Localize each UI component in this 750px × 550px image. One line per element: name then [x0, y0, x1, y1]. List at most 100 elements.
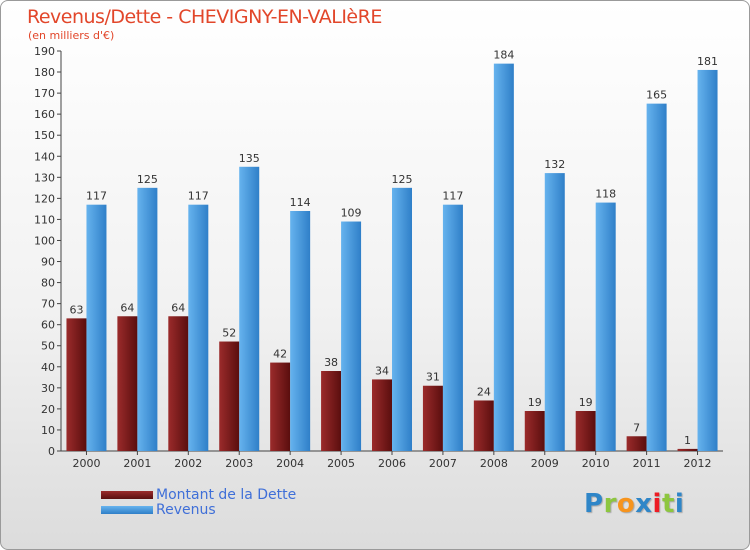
bar-revenus: [239, 166, 260, 451]
bar-dette: [372, 379, 392, 451]
y-tick-label: 10: [41, 424, 55, 437]
bar-revenus: [544, 173, 565, 451]
logo-letter: i: [674, 489, 685, 519]
data-label-revenus: 114: [290, 196, 311, 209]
data-label-dette: 63: [69, 303, 83, 316]
data-label-revenus: 125: [137, 173, 158, 186]
logo-letter: o: [616, 489, 636, 519]
logo-letter: P: [584, 489, 604, 519]
x-tick-label: 2012: [684, 457, 712, 470]
y-tick-label: 80: [41, 277, 55, 290]
data-label-dette: 1: [684, 434, 691, 447]
bar-revenus: [595, 202, 616, 451]
data-label-dette: 7: [633, 421, 640, 434]
logo-letter: i: [652, 489, 662, 519]
y-tick-label: 70: [41, 298, 55, 311]
x-tick-label: 2001: [123, 457, 151, 470]
y-tick-label: 160: [34, 108, 55, 121]
legend-label-dette: Montant de la Dette: [156, 486, 297, 503]
data-label-dette: 24: [477, 385, 491, 398]
legend-item-revenus: Revenus: [101, 501, 296, 518]
data-label-revenus: 165: [646, 89, 667, 102]
data-label-dette: 42: [273, 348, 287, 361]
legend-label-revenus: Revenus: [156, 501, 216, 518]
bar-dette: [117, 316, 138, 451]
bar-dette: [66, 318, 87, 451]
y-tick-label: 130: [34, 171, 55, 184]
y-tick-label: 50: [41, 340, 55, 353]
y-tick-label: 190: [34, 45, 55, 58]
y-tick-label: 30: [41, 382, 55, 395]
bar-revenus: [188, 204, 209, 451]
logo-letter: r: [603, 489, 617, 519]
bar-dette: [677, 448, 698, 451]
data-label-dette: 19: [579, 396, 593, 409]
data-label-revenus: 117: [442, 190, 463, 203]
legend-swatch-revenus: [101, 505, 153, 514]
chart-title: Revenus/Dette - CHEVIGNY-EN-VALIèRE: [27, 6, 382, 28]
legend-swatch-dette: [101, 490, 153, 499]
x-tick-label: 2009: [531, 457, 559, 470]
bar-revenus: [493, 63, 514, 451]
y-tick-label: 60: [41, 319, 55, 332]
bar-revenus: [86, 204, 107, 451]
data-label-dette: 52: [222, 327, 236, 340]
data-label-revenus: 132: [544, 158, 565, 171]
y-tick-label: 100: [34, 234, 55, 247]
y-tick-label: 170: [34, 87, 55, 100]
y-tick-label: 180: [34, 66, 55, 79]
x-tick-label: 2003: [225, 457, 253, 470]
logo-letter: x: [635, 489, 653, 519]
bar-revenus: [341, 221, 362, 451]
y-tick-label: 150: [34, 129, 55, 142]
data-label-revenus: 118: [595, 188, 616, 201]
data-label-dette: 64: [120, 301, 134, 314]
x-tick-label: 2006: [378, 457, 406, 470]
y-tick-label: 0: [48, 445, 55, 458]
bar-revenus: [697, 69, 718, 452]
x-tick-label: 2010: [582, 457, 610, 470]
x-tick-label: 2005: [327, 457, 355, 470]
bar-dette: [575, 411, 596, 451]
y-tick-label: 90: [41, 256, 55, 269]
logo-letter: t: [661, 489, 675, 519]
x-tick-label: 2004: [276, 457, 304, 470]
bar-dette: [626, 436, 647, 451]
y-tick-label: 140: [34, 150, 55, 163]
data-label-revenus: 109: [341, 207, 362, 220]
data-label-dette: 34: [375, 364, 389, 377]
bar-dette: [219, 341, 240, 451]
legend-item-dette: Montant de la Dette: [101, 486, 297, 503]
data-label-dette: 64: [171, 301, 185, 314]
data-label-dette: 38: [324, 356, 338, 369]
bar-dette: [168, 316, 189, 451]
x-tick-label: 2011: [633, 457, 661, 470]
proxiti-logo: Proxiti: [584, 489, 684, 519]
bar-revenus: [646, 103, 667, 451]
x-tick-label: 2000: [72, 457, 100, 470]
bar-revenus: [137, 187, 158, 451]
bar-revenus: [442, 204, 463, 451]
data-label-revenus: 117: [86, 190, 107, 203]
data-label-revenus: 125: [392, 173, 413, 186]
data-label-dette: 31: [426, 371, 440, 384]
bar-dette: [524, 411, 545, 451]
data-label-revenus: 135: [239, 152, 260, 165]
y-tick-label: 40: [41, 361, 55, 374]
legend: Montant de la Dette Revenus: [101, 486, 297, 518]
y-tick-label: 110: [34, 213, 55, 226]
bar-dette: [321, 371, 342, 451]
bar-dette: [270, 362, 291, 451]
bar-revenus: [392, 187, 412, 451]
x-tick-label: 2007: [429, 457, 457, 470]
data-label-revenus: 181: [697, 55, 718, 68]
y-tick-label: 120: [34, 192, 55, 205]
x-tick-label: 2002: [174, 457, 202, 470]
data-label-dette: 19: [528, 396, 542, 409]
y-tick-label: 20: [41, 403, 55, 416]
data-label-revenus: 184: [493, 49, 514, 62]
bar-dette: [473, 400, 494, 451]
data-label-revenus: 117: [188, 190, 209, 203]
